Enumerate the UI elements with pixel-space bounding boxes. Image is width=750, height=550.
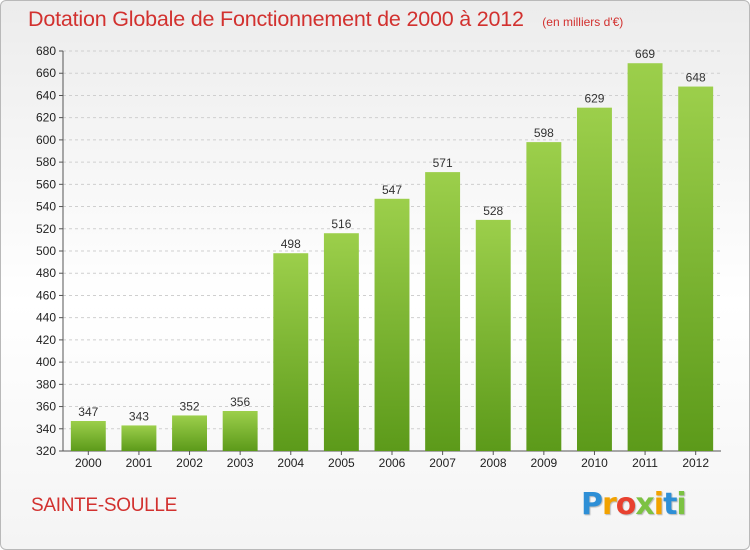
logo-letter: i (653, 487, 664, 522)
bar-2003 (222, 411, 258, 451)
bar-2006 (374, 198, 410, 451)
x-tick-label-2007: 2007 (429, 456, 456, 470)
y-tick-label: 420 (36, 333, 56, 347)
y-tick-label: 560 (36, 177, 56, 191)
title-row: Dotation Globale de Fonctionnement de 20… (28, 7, 623, 32)
x-tick-label-2012: 2012 (682, 456, 709, 470)
y-tick-label: 660 (36, 66, 56, 80)
bar-2012 (678, 86, 714, 452)
value-label-2002: 352 (180, 399, 200, 413)
bar-2000 (70, 421, 106, 451)
bar-2011 (627, 63, 663, 451)
y-tick-label: 620 (36, 111, 56, 125)
value-label-2003: 356 (230, 395, 250, 409)
y-tick-label: 520 (36, 222, 56, 236)
x-tick-label-2006: 2006 (379, 456, 406, 470)
bar-2007 (425, 172, 461, 451)
logo-letter: P (581, 487, 603, 522)
logo-letter: i (676, 487, 686, 522)
x-tick-label-2010: 2010 (581, 456, 608, 470)
bar-2004 (273, 253, 309, 451)
logo-letter: o (615, 487, 637, 522)
bars (70, 63, 714, 452)
x-tick-label-2000: 2000 (75, 456, 102, 470)
commune-name: SAINTE-SOULLE (31, 495, 178, 516)
value-label-2000: 347 (78, 405, 98, 419)
proxiti-logo: Proxiti (581, 487, 687, 522)
x-tick-label-2005: 2005 (328, 456, 355, 470)
y-tick-label: 480 (36, 266, 56, 280)
y-tick-label: 580 (36, 155, 56, 169)
value-label-2005: 516 (331, 217, 351, 231)
bar-2009 (526, 142, 562, 451)
y-tick-label: 540 (36, 200, 56, 214)
bar-2005 (323, 233, 359, 451)
x-tick-label-2009: 2009 (530, 456, 557, 470)
x-tick-label-2008: 2008 (480, 456, 507, 470)
x-tick-label-2001: 2001 (126, 456, 153, 470)
value-label-2006: 547 (382, 183, 402, 197)
value-label-2009: 598 (534, 126, 554, 140)
y-tick-label: 460 (36, 288, 56, 302)
x-tick-label-2002: 2002 (176, 456, 203, 470)
chart-subtitle: (en milliers d'€) (542, 15, 624, 29)
value-label-2011: 669 (635, 47, 655, 61)
y-tick-label: 360 (36, 400, 56, 414)
y-tick-label: 440 (36, 311, 56, 325)
bar-2001 (121, 425, 157, 451)
x-tick-label-2011: 2011 (632, 456, 658, 470)
value-label-2010: 629 (584, 92, 604, 106)
logo-letter: t (663, 487, 677, 522)
logo-letter: x (635, 487, 654, 522)
chart-title: Dotation Globale de Fonctionnement de 20… (28, 7, 524, 31)
bar-2010 (576, 107, 612, 452)
y-tick-label: 400 (36, 355, 56, 369)
y-tick-label: 640 (36, 88, 56, 102)
value-label-2001: 343 (129, 409, 149, 423)
y-tick-label: 380 (36, 377, 56, 391)
bar-2008 (475, 219, 511, 451)
y-tick-label: 320 (36, 444, 56, 458)
y-tick-label: 600 (36, 133, 56, 147)
bar-2002 (172, 415, 208, 451)
x-tick-label-2004: 2004 (277, 456, 304, 470)
value-label-2012: 648 (686, 71, 706, 85)
y-tick-label: 500 (36, 244, 56, 258)
y-tick-label: 340 (36, 422, 56, 436)
y-tick-label: 680 (36, 44, 56, 58)
value-label-2007: 571 (433, 156, 453, 170)
value-label-2008: 528 (483, 204, 503, 218)
value-label-2004: 498 (281, 237, 301, 251)
labels: 320 340 360 380 400 420 440 460 480 500 520 540 560 5… (36, 44, 709, 470)
x-tick-label-2003: 2003 (227, 456, 254, 470)
logo-letter: r (602, 487, 617, 522)
